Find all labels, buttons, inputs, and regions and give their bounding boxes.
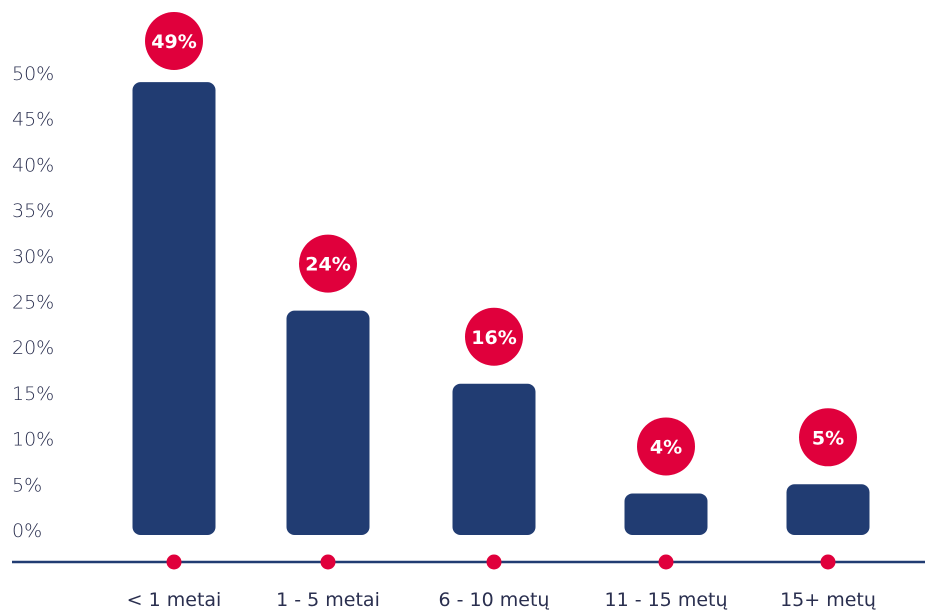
value-badge bbox=[299, 234, 357, 293]
bar bbox=[452, 383, 536, 535]
data-label: 5% bbox=[812, 427, 844, 449]
data-labels: 49% 24% 16% 4% 5% bbox=[145, 12, 857, 476]
data-label: 49% bbox=[151, 31, 196, 53]
x-tick-label: 1 - 5 metai bbox=[276, 589, 380, 611]
x-axis-dot bbox=[820, 554, 836, 570]
data-label: 4% bbox=[650, 436, 682, 458]
bars bbox=[132, 82, 870, 535]
x-axis-markers bbox=[166, 554, 836, 570]
value-badge bbox=[637, 417, 695, 476]
y-tick-label: 45% bbox=[12, 109, 54, 131]
y-tick-label: 15% bbox=[12, 383, 54, 405]
x-axis-dot bbox=[486, 554, 502, 570]
y-tick-label: 50% bbox=[12, 63, 54, 85]
x-tick-label: 6 - 10 metų bbox=[439, 589, 550, 611]
y-tick-label: 35% bbox=[12, 200, 54, 222]
y-tick-label: 10% bbox=[12, 429, 54, 451]
y-axis: 0% 5% 10% 15% 20% 25% 30% 35% 40% 45% 50% bbox=[12, 63, 54, 542]
x-tick-label: 15+ metų bbox=[780, 589, 876, 611]
data-label: 16% bbox=[471, 327, 516, 349]
x-axis-dot bbox=[320, 554, 336, 570]
y-tick-label: 20% bbox=[12, 337, 54, 359]
x-tick-label: 11 - 15 metų bbox=[604, 589, 727, 611]
bar bbox=[786, 484, 870, 535]
x-axis-labels: < 1 metai 1 - 5 metai 6 - 10 metų 11 - 15 m… bbox=[127, 589, 876, 611]
x-axis-dot bbox=[166, 554, 182, 570]
value-badge bbox=[465, 307, 523, 366]
data-label: 24% bbox=[305, 254, 350, 276]
y-tick-label: 5% bbox=[12, 474, 42, 496]
x-tick-label: < 1 metai bbox=[127, 589, 222, 611]
x-axis-dot bbox=[658, 554, 674, 570]
bar bbox=[132, 82, 216, 535]
y-tick-label: 40% bbox=[12, 154, 54, 176]
value-badge bbox=[799, 408, 857, 467]
y-tick-label: 30% bbox=[12, 246, 54, 268]
bar bbox=[286, 310, 370, 535]
bar bbox=[624, 493, 708, 535]
y-tick-label: 0% bbox=[12, 520, 42, 542]
value-badge bbox=[145, 12, 203, 70]
y-tick-label: 25% bbox=[12, 292, 54, 314]
